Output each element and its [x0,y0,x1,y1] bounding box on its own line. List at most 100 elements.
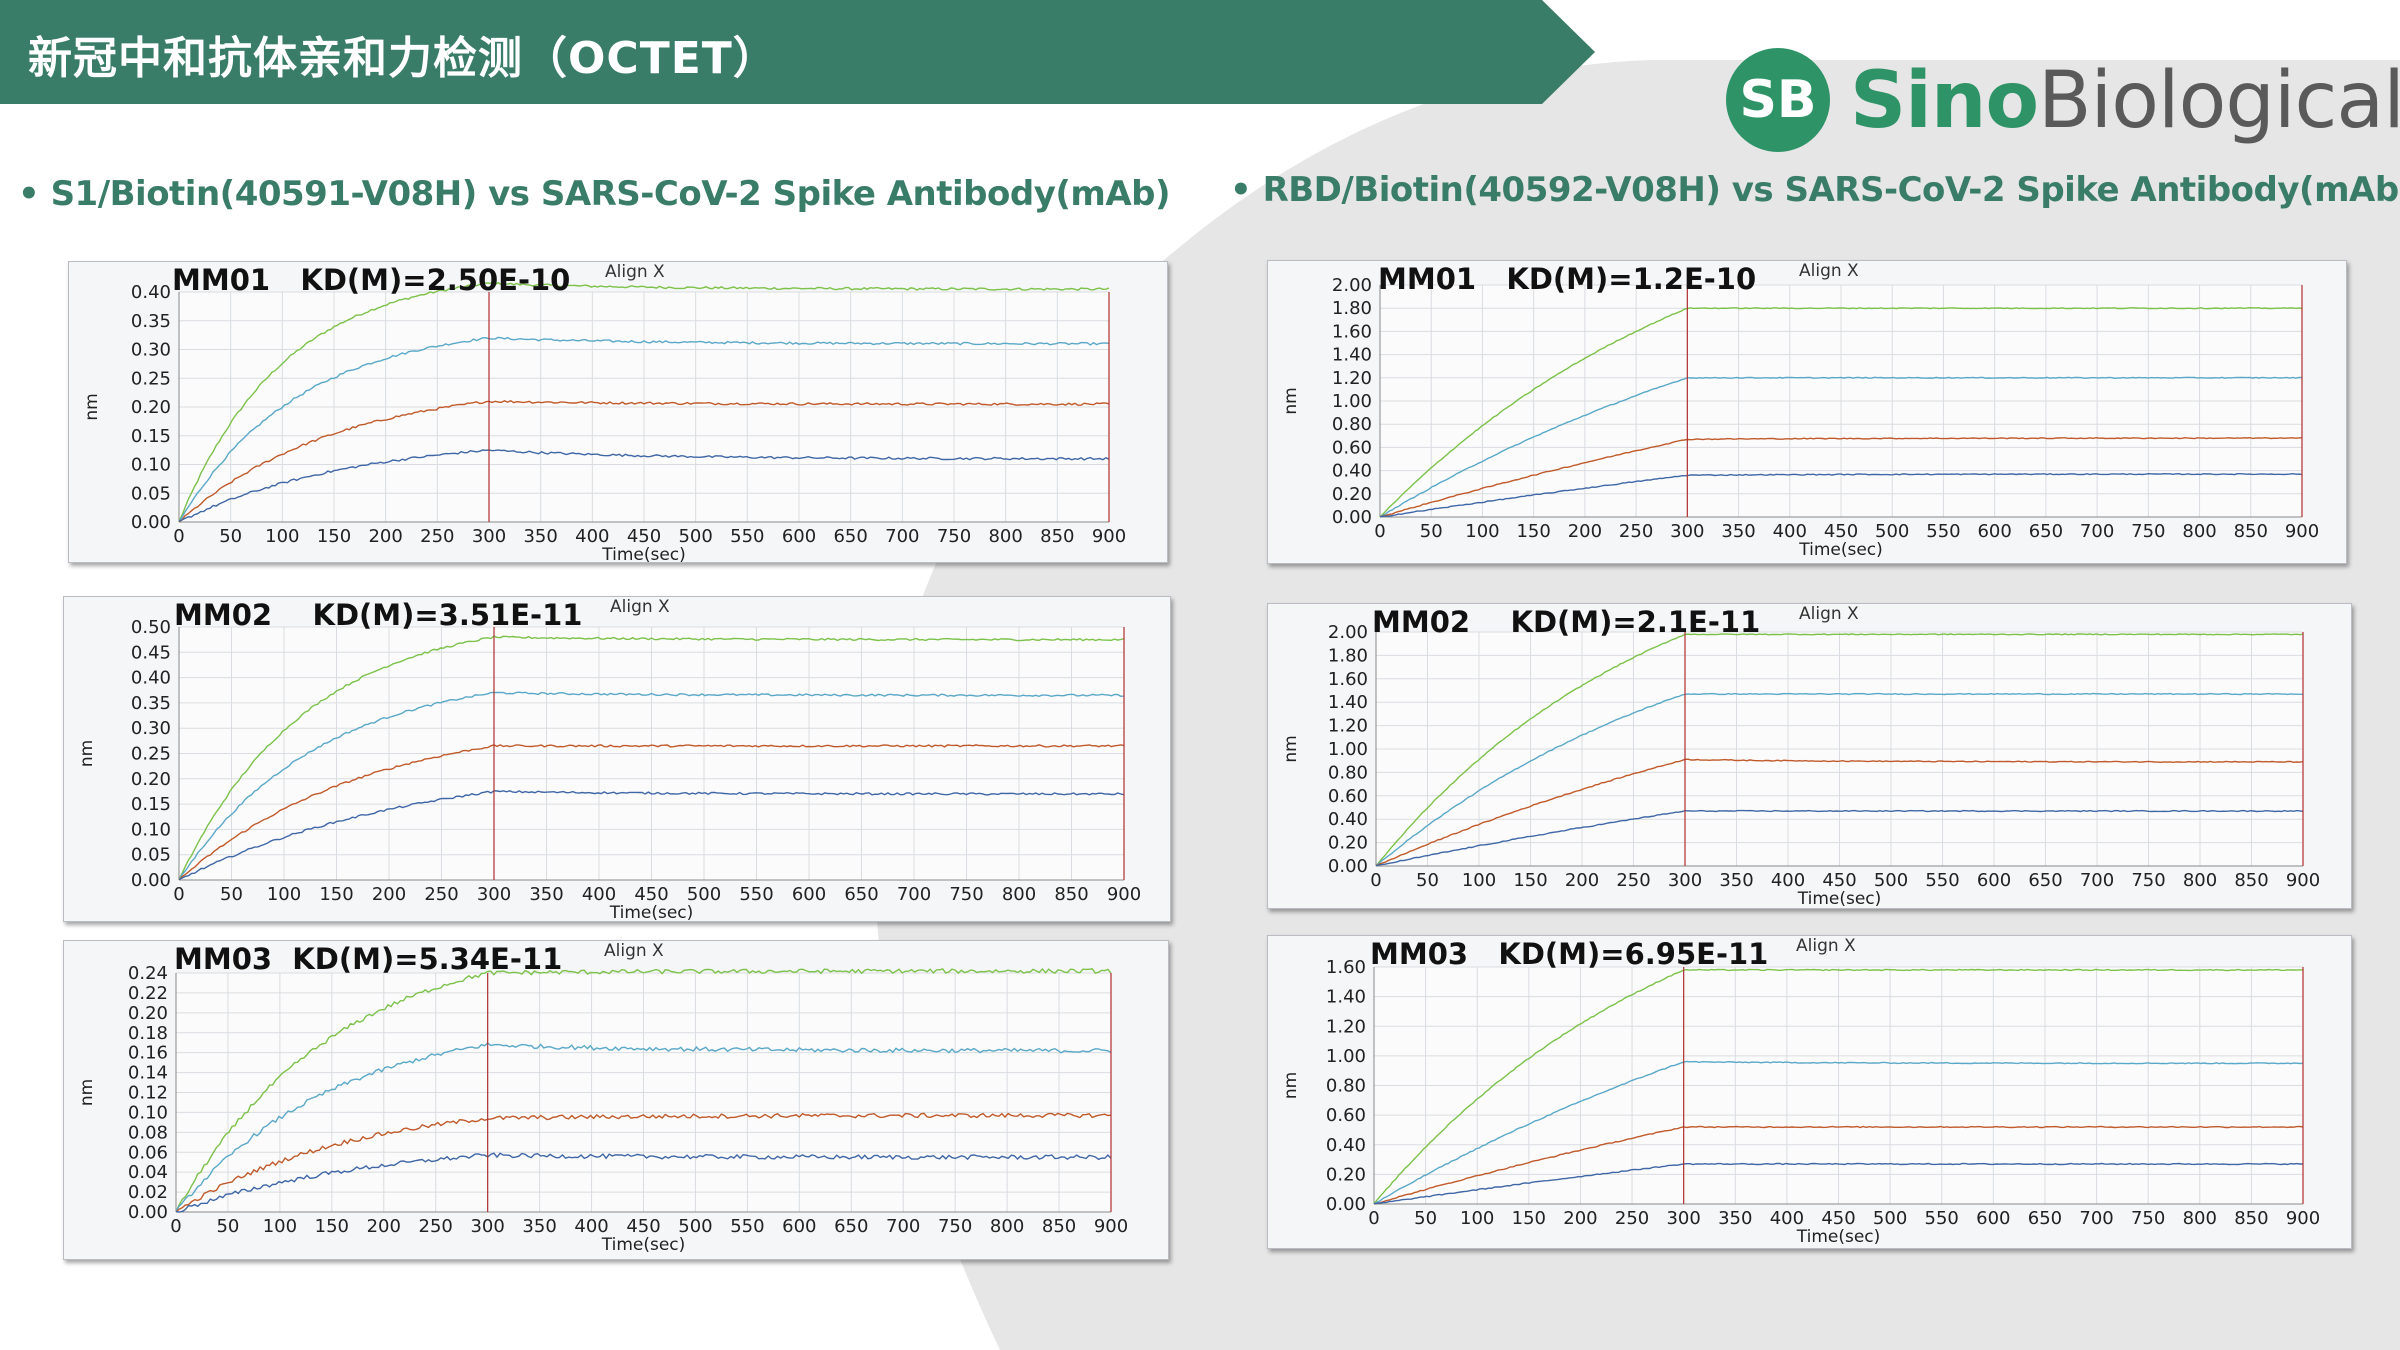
chart-sample-label: MM01 KD(M)=1.2E-10 [1378,262,1756,296]
x-tick-label: 800 [2183,870,2217,891]
y-tick-label: 0.40 [1332,461,1372,482]
series-line-1 [1379,306,2303,518]
x-tick-label: 850 [2234,1208,2268,1229]
x-tick-label: 550 [1925,1208,1959,1229]
x-axis-label: Time(sec) [1798,540,1883,560]
series-line-3 [1375,758,2304,867]
series-line-4 [178,449,1110,522]
x-tick-label: 0 [1374,521,1385,542]
y-tick-label: 0.80 [1328,762,1368,783]
x-tick-label: 550 [739,884,773,905]
x-tick-label: 200 [1568,521,1602,542]
align-x-label: Align X [1799,604,1859,624]
x-tick-label: 450 [1822,870,1856,891]
x-tick-label: 700 [2080,521,2114,542]
y-tick-label: 0.00 [1328,856,1368,877]
series-line-4 [1375,809,2304,867]
x-tick-label: 300 [472,526,506,547]
kd-value: KD(M)=2.1E-11 [1510,605,1761,639]
y-tick-label: 1.20 [1328,716,1368,737]
series-line-4 [1379,472,2303,518]
y-tick-label: 0.35 [131,311,171,332]
x-tick-label: 800 [990,1216,1024,1237]
x-tick-label: 50 [220,884,243,905]
header-band [0,0,1595,104]
y-tick-label: 0.00 [1326,1194,1366,1215]
x-tick-label: 700 [2080,870,2114,891]
logo-sino: Sino [1850,56,2039,146]
y-tick-label: 0.05 [131,845,171,866]
x-tick-label: 150 [1512,1208,1546,1229]
x-tick-label: 750 [938,1216,972,1237]
x-tick-label: 150 [319,884,353,905]
chart-sample-label: MM03 KD(M)=5.34E-11 [174,942,562,976]
y-tick-label: 0.40 [1328,809,1368,830]
x-tick-label: 500 [1874,870,1908,891]
y-tick-label: 0.00 [128,1202,168,1223]
x-tick-label: 400 [1770,1208,1804,1229]
x-tick-label: 500 [1875,521,1909,542]
x-tick-label: 800 [1002,884,1036,905]
x-tick-label: 550 [730,526,764,547]
x-tick-label: 250 [1619,521,1653,542]
x-tick-label: 800 [988,526,1022,547]
y-tick-label: 1.80 [1328,645,1368,666]
x-tick-label: 900 [1094,1216,1128,1237]
y-axis-label: nm [1281,1072,1301,1099]
x-tick-label: 650 [2029,521,2063,542]
align-x-label: Align X [605,262,665,282]
x-tick-label: 450 [626,1216,660,1237]
y-tick-label: 0.50 [131,617,171,638]
y-tick-label: 0.00 [1332,507,1372,528]
chart-sample-label: MM03 KD(M)=6.95E-11 [1370,937,1768,971]
y-tick-label: 1.20 [1332,368,1372,389]
align-x-label: Align X [1796,936,1856,956]
y-tick-label: 0.35 [131,693,171,714]
y-tick-label: 1.60 [1328,669,1368,690]
x-tick-label: 400 [1773,521,1807,542]
x-tick-label: 700 [885,526,919,547]
x-tick-label: 900 [2285,521,2319,542]
y-tick-label: 0.06 [128,1142,168,1163]
series-line-1 [1373,968,2304,1205]
y-tick-label: 0.20 [1332,484,1372,505]
x-tick-label: 600 [782,526,816,547]
sample-id: MM03 [1370,937,1469,971]
x-tick-label: 150 [315,1216,349,1237]
y-axis-label: nm [1281,735,1301,762]
x-tick-label: 200 [368,526,402,547]
x-tick-label: 450 [1824,521,1858,542]
chart-panel-rbd-mm01: 0 50 100 150 200 250 300 350 400 450 500 550 600 650 7… [1267,260,2347,564]
chart-panel-rbd-mm03: 0 50 100 150 200 250 300 350 400 450 500 550 600 650 7… [1267,935,2352,1249]
y-tick-label: 0.20 [131,769,171,790]
sample-id: MM01 [172,263,271,297]
y-tick-label: 0.80 [1332,414,1372,435]
y-tick-label: 2.00 [1332,275,1372,296]
x-tick-label: 450 [1821,1208,1855,1229]
x-tick-label: 550 [1926,521,1960,542]
x-tick-label: 600 [1977,870,2011,891]
x-tick-label: 900 [1107,884,1141,905]
chart-panel-s1-mm01: 0 50 100 150 200 250 300 350 400 450 500 550 600 650 7… [68,261,1168,563]
x-tick-label: 850 [2234,870,2268,891]
series-line-3 [175,1112,1112,1213]
x-tick-label: 800 [2183,1208,2217,1229]
x-tick-label: 850 [2234,521,2268,542]
x-tick-label: 50 [1420,521,1443,542]
x-tick-label: 100 [267,884,301,905]
y-tick-label: 0.80 [1326,1076,1366,1097]
kd-value: KD(M)=1.2E-10 [1506,262,1757,296]
x-tick-label: 650 [834,1216,868,1237]
x-tick-label: 650 [2028,870,2062,891]
sample-id: MM02 [174,598,273,632]
x-axis-label: Time(sec) [609,903,694,921]
chart-svg: 0 50 100 150 200 250 300 350 400 450 500 550 600 650 7… [1281,622,2320,908]
series-line-2 [1375,692,2304,867]
x-tick-label: 250 [1616,870,1650,891]
x-tick-label: 900 [2286,870,2320,891]
series-line-2 [178,691,1125,881]
y-tick-label: 0.60 [1332,437,1372,458]
x-tick-label: 0 [173,526,184,547]
align-x-label: Align X [610,597,670,617]
chart-svg: 0 50 100 150 200 250 300 350 400 450 500 550 600 650 7… [82,281,1126,562]
